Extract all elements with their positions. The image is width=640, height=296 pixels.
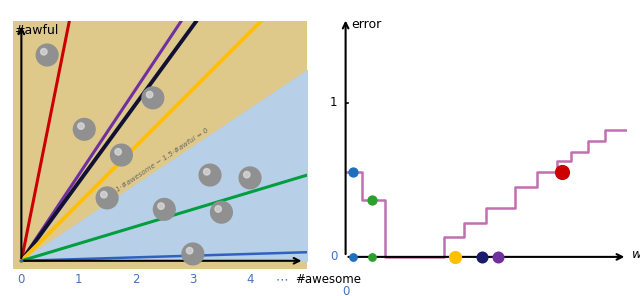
Text: 0: 0: [330, 250, 337, 263]
Circle shape: [74, 118, 95, 140]
Circle shape: [36, 44, 58, 66]
Point: [367, 197, 378, 202]
Text: 1: 1: [75, 274, 83, 286]
Circle shape: [186, 247, 193, 254]
Circle shape: [182, 243, 204, 265]
Text: 0: 0: [18, 274, 25, 286]
Text: $w_1$: $w_1$: [632, 250, 640, 263]
Circle shape: [243, 171, 250, 178]
Circle shape: [147, 91, 153, 98]
Circle shape: [100, 192, 107, 198]
Circle shape: [154, 199, 175, 220]
Circle shape: [211, 201, 232, 223]
Circle shape: [239, 167, 261, 189]
Circle shape: [215, 206, 221, 212]
Circle shape: [115, 149, 122, 155]
Text: ⋯: ⋯: [275, 274, 288, 286]
Text: 3: 3: [189, 274, 196, 286]
Point: [348, 170, 358, 174]
Point: [557, 170, 568, 174]
Point: [348, 255, 358, 259]
Circle shape: [204, 168, 210, 175]
Point: [493, 255, 503, 259]
Circle shape: [96, 187, 118, 209]
Point: [367, 255, 378, 259]
Text: 1·#awesome − 1.5·#awful = 0: 1·#awesome − 1.5·#awful = 0: [115, 127, 210, 193]
Text: 2: 2: [132, 274, 140, 286]
Point: [477, 255, 487, 259]
Circle shape: [158, 203, 164, 209]
Point: [451, 255, 461, 259]
Text: error: error: [351, 18, 381, 31]
Circle shape: [40, 49, 47, 55]
Text: #awful: #awful: [15, 24, 59, 37]
Circle shape: [142, 87, 164, 109]
Circle shape: [111, 144, 132, 166]
Circle shape: [199, 164, 221, 186]
Circle shape: [77, 123, 84, 129]
Text: 1: 1: [330, 96, 337, 109]
Text: 0: 0: [342, 285, 349, 296]
Text: 4: 4: [246, 274, 254, 286]
Text: #awesome: #awesome: [294, 274, 360, 286]
